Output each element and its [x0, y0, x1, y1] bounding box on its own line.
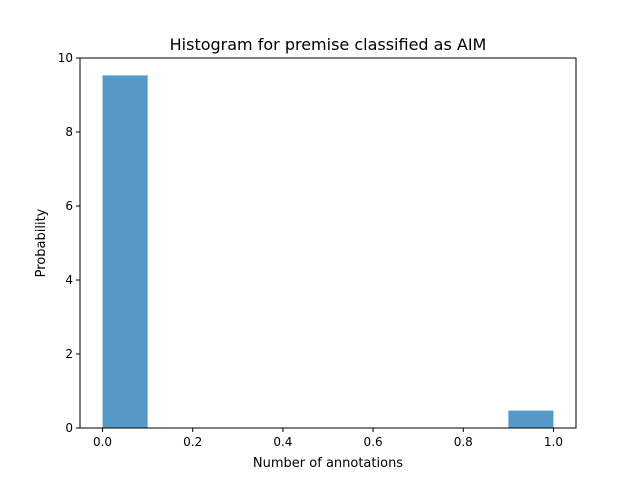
x-tick-label: 0.2	[183, 435, 202, 449]
y-tick-label: 4	[65, 273, 73, 287]
y-tick-label: 6	[65, 199, 73, 213]
histogram-bar-9	[508, 410, 554, 428]
y-tick-label: 2	[65, 347, 73, 361]
x-tick-label: 0.0	[93, 435, 112, 449]
x-tick-label: 0.4	[273, 435, 292, 449]
x-tick-label: 1.0	[544, 435, 563, 449]
y-tick-label: 10	[58, 51, 73, 65]
x-tick-label: 0.6	[364, 435, 383, 449]
bars-group	[102, 75, 554, 428]
y-axis-ticks: 0 2 4 6 8 10	[58, 51, 80, 435]
plot-frame	[79, 57, 577, 429]
y-tick-label: 0	[65, 421, 73, 435]
x-axis-label: Number of annotations	[253, 456, 403, 471]
histogram-bar-0	[102, 75, 148, 428]
x-axis-ticks: 0.0 0.2 0.4 0.6 0.8 1.0	[93, 428, 563, 449]
chart-title: Histogram for premise classified as AIM	[170, 35, 487, 54]
x-tick-label: 0.8	[454, 435, 473, 449]
y-axis-label: Probability	[34, 208, 49, 277]
y-tick-label: 8	[65, 125, 73, 139]
